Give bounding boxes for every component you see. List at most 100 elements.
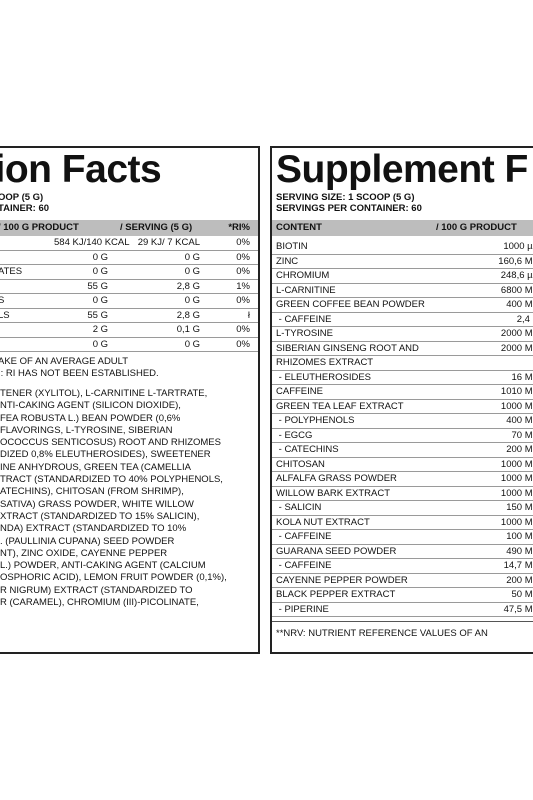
ingredient-name: KOLA NUT EXTRACT: [276, 516, 370, 528]
ingredient-name: - EGCG: [276, 429, 313, 441]
ingredient-amount: 6800 MG: [500, 284, 533, 296]
ingredient-amount: 2,4 G: [516, 313, 533, 325]
ingredient-amount: 200 MG: [506, 444, 533, 455]
ingredient-amount: 200 MG: [506, 574, 533, 586]
ri-value: 0%: [236, 266, 250, 277]
per-100g-value: 55 G: [87, 309, 108, 321]
supplement-table-header: CONTENT / 100 G PRODUCT: [272, 220, 533, 236]
ri-note: AKE OF AN AVERAGE ADULT: [0, 356, 129, 367]
supplement-row: - CAFFEINE 14,7 MG: [272, 559, 533, 574]
header-per-100g: / 100 G PRODUCT: [0, 222, 79, 233]
ingredient-amount: 1000 MG: [500, 400, 533, 412]
ingredient-amount: 2000 MG: [500, 328, 533, 339]
nutrient-name: LS: [0, 309, 10, 321]
supplement-row: CAYENNE PEPPER POWDER 200 MG: [272, 574, 533, 588]
nutrition-row: ATES 0 G 0 G 0%: [0, 265, 258, 280]
nutrition-row: S 0 G 0 G 0%: [0, 294, 258, 309]
ingredient-amount: 100 MG: [506, 531, 533, 542]
per-100g-value: 2 G: [92, 324, 108, 335]
ingredients-line: FLAVORINGS, L-TYROSINE, SIBERIAN: [0, 424, 173, 436]
serving-size-line: SERVING SIZE: 1 SCOOP (5 G): [276, 192, 415, 203]
per-serving-value: 0,1 G: [176, 324, 200, 335]
ri-value: 0%: [236, 338, 250, 350]
per-100g-value: 0 G: [92, 266, 108, 277]
supplement-row: - SALICIN 150 MG: [272, 501, 533, 516]
nutrient-name: S: [0, 294, 4, 308]
nutrition-row: 0 G 0 G 0%: [0, 338, 258, 352]
ingredient-name: GREEN COFFEE BEAN POWDER: [276, 299, 425, 310]
supplement-row: CHITOSAN 1000 MG: [272, 458, 533, 472]
supplement-row: BIOTIN 1000 µG: [272, 240, 533, 255]
ingredient-amount: 70 MG: [511, 429, 533, 441]
ingredient-amount: 160,6 MG: [498, 255, 533, 267]
per-serving-value: 0 G: [184, 338, 200, 350]
supplement-row: - ELEUTHEROSIDES 16 MG: [272, 371, 533, 385]
ingredients-line: OSPHORIC ACID), LEMON FRUIT POWDER (0,1%…: [0, 572, 227, 584]
per-100g-value: 55 G: [87, 280, 108, 292]
header-per-100g: / 100 G PRODUCT: [436, 222, 517, 233]
supplement-row: KOLA NUT EXTRACT 1000 MG: [272, 516, 533, 530]
supplement-row: - POLYPHENOLS 400 MG: [272, 414, 533, 429]
per-serving-value: 0 G: [184, 251, 200, 263]
ri-value: ł: [247, 309, 250, 321]
supplement-row: L-TYROSINE 2000 MG: [272, 327, 533, 342]
supplement-row: WILLOW BARK EXTRACT 1000 MG: [272, 487, 533, 501]
nutrition-table-header: / 100 G PRODUCT / SERVING (5 G) *RI%: [0, 220, 258, 236]
ingredients-list: TENER (XYLITOL), L-CARNITINE L-TARTRATE,…: [0, 388, 258, 609]
ingredients-line: TRACT (STANDARDIZED TO 40% POLYPHENOLS,: [0, 474, 223, 486]
ingredients-line: TENER (XYLITOL), L-CARNITINE L-TARTRATE,: [0, 388, 208, 399]
ingredient-name: ZINC: [276, 255, 299, 267]
supplement-table-body: BIOTIN 1000 µG ZINC 160,6 MG CHROMIUM 248,6 µ…: [272, 240, 533, 617]
per-serving-value: 29 KJ/ 7 KCAL: [137, 237, 200, 248]
ingredients-line: NT), ZINC OXIDE, CAYENNE PEPPER: [0, 547, 168, 559]
nutrition-row: 0 G 0 G 0%: [0, 251, 258, 265]
ingredient-name: CAYENNE PEPPER POWDER: [276, 574, 408, 586]
ingredient-amount: 490 MG: [506, 545, 533, 557]
supplement-row: ALFALFA GRASS POWDER 1000 MG: [272, 472, 533, 487]
ingredient-amount: 1000 µG: [503, 241, 533, 252]
ingredients-line: ATECHINS), CHITOSAN (FROM SHRIMP),: [0, 486, 184, 498]
per-serving-value: 2,8 G: [176, 280, 200, 292]
ingredient-name: - POLYPHENOLS: [276, 415, 355, 426]
ingredient-name: L-TYROSINE: [276, 328, 334, 339]
per-serving-value: 0 G: [184, 295, 200, 306]
ingredients-line: INE ANHYDROUS, GREEN TEA (CAMELLIA: [0, 461, 191, 473]
nutrition-row: 55 G 2,8 G 1%: [0, 280, 258, 294]
ingredients-line: SATIVA) GRASS POWDER, WHITE WILLOW: [0, 498, 194, 510]
ingredient-name: - PIPERINE: [276, 603, 329, 615]
ri-value: 0%: [236, 295, 250, 306]
ingredient-name: - CATECHINS: [276, 444, 339, 455]
ingredients-line: . (PAULLINIA CUPANA) SEED POWDER: [0, 535, 175, 547]
supplement-row: - PIPERINE 47,5 MG: [272, 603, 533, 617]
ingredient-name: - CAFFEINE: [276, 531, 332, 542]
supplement-facts-panel: Supplement F SERVING SIZE: 1 SCOOP (5 G)…: [270, 146, 533, 654]
supplement-row: - CAFFEINE 100 MG: [272, 530, 533, 545]
ingredients-line: NDA) EXTRACT (STANDARDIZED TO 10%: [0, 523, 187, 535]
per-100g-value: 0 G: [92, 251, 108, 263]
supplement-row: RHIZOMES EXTRACT: [272, 356, 533, 371]
ingredients-line: L.) POWDER, ANTI-CAKING AGENT (CALCIUM: [0, 560, 206, 572]
servings-per-container-line: SERVINGS PER CONTAINER: 60: [276, 203, 422, 214]
ingredient-amount: 14,7 MG: [503, 560, 533, 571]
ingredient-amount: 47,5 MG: [503, 603, 533, 615]
nutrition-facts-panel: tion Facts OOP (5 G) TAINER: 60 / 100 G …: [0, 146, 260, 654]
header-content: CONTENT: [276, 222, 322, 233]
ingredient-amount: 1000 MG: [500, 487, 533, 499]
ingredient-name: CAFFEINE: [276, 386, 323, 397]
nutrition-facts-title: tion Facts: [0, 148, 162, 191]
ingredient-name: CHITOSAN: [276, 458, 325, 470]
ingredient-amount: 150 MG: [506, 502, 533, 513]
per-serving-value: 2,8 G: [176, 309, 200, 321]
header-per-serving: / SERVING (5 G): [120, 222, 193, 233]
supplement-row: GUARANA SEED POWDER 490 MG: [272, 545, 533, 559]
ingredient-amount: 1010 MG: [500, 386, 533, 397]
ingredient-name: BLACK PEPPER EXTRACT: [276, 589, 396, 600]
ingredient-amount: 16 MG: [511, 371, 533, 383]
ri-value: 0%: [236, 237, 250, 248]
supplement-row: GREEN TEA LEAF EXTRACT 1000 MG: [272, 400, 533, 414]
ri-value: 0%: [236, 251, 250, 263]
ingredient-name: GUARANA SEED POWDER: [276, 545, 397, 557]
ingredients-line: OCOCCUS SENTICOSUS) ROOT AND RHIZOMES: [0, 437, 221, 449]
ingredient-name: RHIZOMES EXTRACT: [276, 357, 374, 368]
supplement-row: - EGCG 70 MG: [272, 429, 533, 443]
